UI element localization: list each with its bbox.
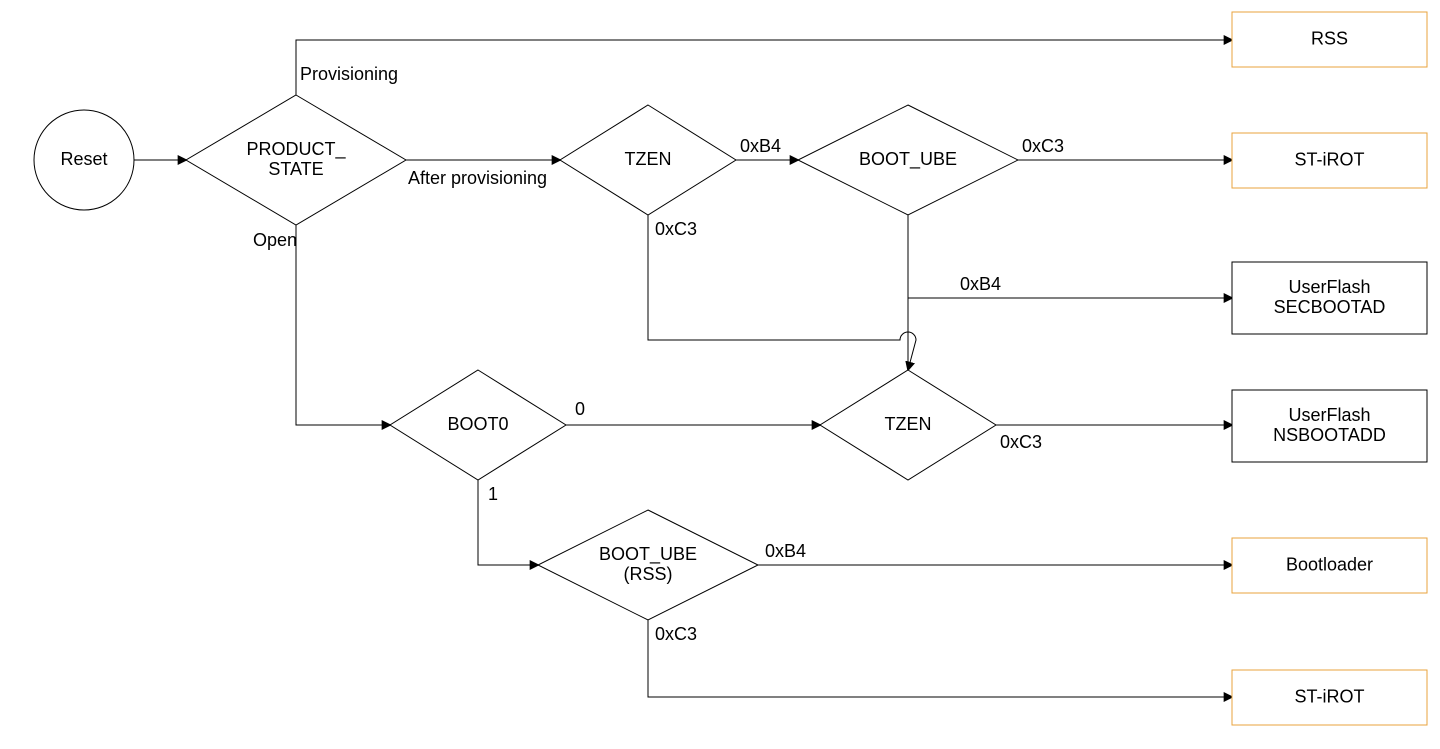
node-boot_ube_rss: BOOT_UBE(RSS) xyxy=(538,510,758,620)
node-product_state-label-line1: STATE xyxy=(268,159,323,179)
node-boot_ube_rss-label-line0: BOOT_UBE xyxy=(599,544,697,565)
node-tzen1-label-line0: TZEN xyxy=(625,149,672,169)
node-st_irot2-label-line0: ST-iROT xyxy=(1295,686,1365,706)
node-boot0-label-line0: BOOT0 xyxy=(447,414,508,434)
edge-label-tzen2_to_nsboot: 0xC3 xyxy=(1000,432,1042,452)
node-uf_nsbootadd-label-line0: UserFlash xyxy=(1288,405,1370,425)
edge-bootuberss_to_stirot2 xyxy=(648,620,1232,697)
node-uf_nsbootadd-label-line1: NSBOOTADD xyxy=(1273,425,1386,445)
node-uf_secbootad: UserFlashSECBOOTAD xyxy=(1232,262,1427,334)
edge-label-boot0_to_tzen2: 0 xyxy=(575,399,585,419)
node-st_irot1-label-line0: ST-iROT xyxy=(1295,149,1365,169)
edge-label-bootuberss_to_bl: 0xB4 xyxy=(765,541,806,561)
node-product_state-label-line0: PRODUCT_ xyxy=(246,139,346,160)
node-boot0: BOOT0 xyxy=(390,370,566,480)
edge-label-tzen1_to_bootube: 0xB4 xyxy=(740,136,781,156)
node-reset-label-line0: Reset xyxy=(60,149,107,169)
edge-ps_to_boot0 xyxy=(296,225,390,425)
node-rss: RSS xyxy=(1232,12,1427,67)
edge-label-tzen1_to_tzen2_c3: 0xC3 xyxy=(655,219,697,239)
node-st_irot1: ST-iROT xyxy=(1232,133,1427,188)
node-rss-label-line0: RSS xyxy=(1311,28,1348,48)
node-uf_secbootad-label-line0: UserFlash xyxy=(1288,277,1370,297)
node-product_state: PRODUCT_STATE xyxy=(186,95,406,225)
edge-bootube_to_secboot xyxy=(908,215,1232,298)
edge-label-bootuberss_to_stirot2: 0xC3 xyxy=(655,624,697,644)
edge-boot0_to_bootuberss xyxy=(478,480,538,565)
node-bootloader-label-line0: Bootloader xyxy=(1286,554,1373,574)
node-reset: Reset xyxy=(34,110,134,210)
edge-label-ps_to_rss: Provisioning xyxy=(300,64,398,84)
node-tzen2: TZEN xyxy=(820,370,996,480)
node-boot_ube-label-line0: BOOT_UBE xyxy=(859,149,957,170)
flowchart: Provisioning After provisioning Open 0xB4 0x… xyxy=(0,0,1440,749)
node-uf_nsbootadd: UserFlashNSBOOTADD xyxy=(1232,390,1427,462)
edge-ps_to_rss xyxy=(296,40,1232,95)
edge-label-bootube_to_secboot: 0xB4 xyxy=(960,274,1001,294)
edge-label-bootube_to_stirot1: 0xC3 xyxy=(1022,136,1064,156)
node-tzen2-label-line0: TZEN xyxy=(885,414,932,434)
node-tzen1: TZEN xyxy=(560,105,736,215)
node-bootloader: Bootloader xyxy=(1232,538,1427,593)
node-boot_ube_rss-label-line1: (RSS) xyxy=(624,564,673,584)
node-uf_secbootad-label-line1: SECBOOTAD xyxy=(1274,297,1386,317)
edge-label-ps_to_boot0: Open xyxy=(253,230,297,250)
edge-label-ps_to_tzen1: After provisioning xyxy=(408,168,547,188)
edge-label-boot0_to_bootuberss: 1 xyxy=(488,484,498,504)
node-st_irot2: ST-iROT xyxy=(1232,670,1427,725)
node-boot_ube: BOOT_UBE xyxy=(798,105,1018,215)
